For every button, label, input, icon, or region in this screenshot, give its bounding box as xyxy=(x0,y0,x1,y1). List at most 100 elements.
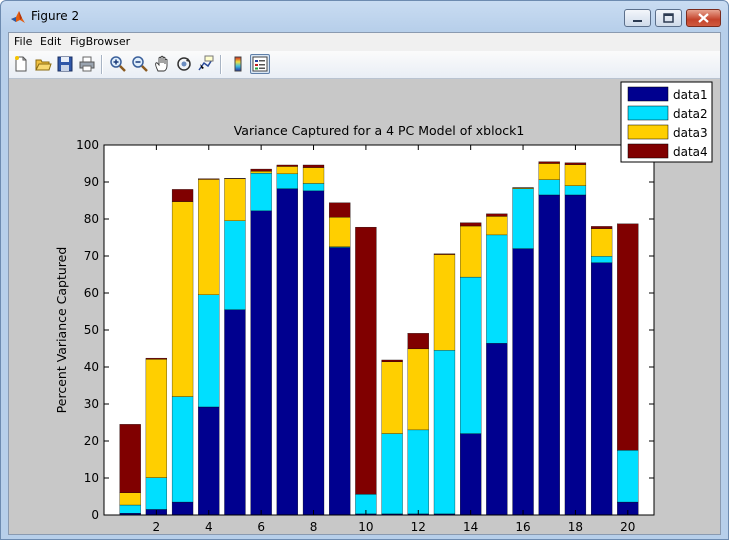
y-tick-label: 90 xyxy=(84,175,99,189)
window-title: Figure 2 xyxy=(31,9,80,23)
bar-data3-8 xyxy=(302,167,325,184)
y-tick-label: 50 xyxy=(84,323,99,337)
bar-data2-6 xyxy=(250,172,272,212)
data-cursor-icon[interactable] xyxy=(196,54,216,74)
figure-canvas: 0 10 20 30 40 50 60 70 80 90 100 2 4 6 8 10 12 14 16 18 20 Va… xyxy=(9,79,720,539)
bar-data1-14 xyxy=(460,433,482,516)
menu-edit[interactable]: Edit xyxy=(40,35,62,48)
chart-title: Variance Captured for a 4 PC Model of xb… xyxy=(234,123,525,138)
bar-data4-4 xyxy=(198,178,220,180)
bar-data2-17 xyxy=(538,179,560,196)
bar-data3-14 xyxy=(460,225,482,278)
title-bar: Figure 2 xyxy=(1,1,728,31)
bar-data4-12 xyxy=(407,333,429,350)
bar-data3-12 xyxy=(407,348,429,431)
figure-client-area: File Edit FigBrowser xyxy=(8,32,721,539)
legend-label-data1: data1 xyxy=(673,88,708,102)
bar-data1-19 xyxy=(590,262,613,516)
bar-data3-2 xyxy=(145,359,168,478)
new-figure-icon[interactable] xyxy=(11,54,31,74)
minimize-icon xyxy=(633,20,642,22)
bar-data1-8 xyxy=(302,190,325,516)
bar-data1-9 xyxy=(329,247,351,516)
rotate-3d-icon[interactable] xyxy=(174,54,194,74)
zoom-in-icon[interactable] xyxy=(108,54,128,74)
y-tick-label: 60 xyxy=(84,286,99,300)
bar-data4-9 xyxy=(329,202,351,218)
x-tick-label: 8 xyxy=(310,520,318,534)
bar-data2-19 xyxy=(590,256,613,263)
bar-data3-19 xyxy=(590,228,613,257)
bar-data2-2 xyxy=(145,477,168,510)
legend-swatch-data3 xyxy=(627,124,669,140)
minimize-button[interactable] xyxy=(624,9,651,27)
colorbar-icon[interactable] xyxy=(228,54,248,74)
bar-data3-4 xyxy=(198,179,220,296)
bar-data4-15 xyxy=(486,213,508,217)
bar-data1-18 xyxy=(564,194,587,516)
bar-data3-13 xyxy=(433,254,456,351)
legend-label-data4: data4 xyxy=(673,145,708,159)
bar-data4-14 xyxy=(460,222,482,227)
bar-data3-3 xyxy=(171,201,194,397)
bar-data4-19 xyxy=(590,226,613,229)
bar-chart: 0 10 20 30 40 50 60 70 80 90 100 2 4 6 8 10 12 14 16 18 20 Va… xyxy=(54,81,713,539)
plot-area xyxy=(104,145,654,515)
bar-data4-2 xyxy=(145,357,168,360)
bar-data3-5 xyxy=(224,178,246,221)
bar-data4-10 xyxy=(355,226,377,495)
bar-data3-9 xyxy=(329,216,351,247)
bar-data2-3 xyxy=(171,396,194,503)
y-tick-label: 20 xyxy=(84,434,99,448)
bar-data3-15 xyxy=(486,216,508,236)
maximize-button[interactable] xyxy=(655,9,682,27)
bar-data4-8 xyxy=(302,164,325,168)
bar-data2-16 xyxy=(512,188,534,249)
toolbar-separator xyxy=(220,55,222,74)
menu-file[interactable]: File xyxy=(14,35,33,48)
bar-data1-5 xyxy=(224,309,246,516)
bar-data2-4 xyxy=(198,294,220,408)
x-tick-label: 16 xyxy=(515,520,530,534)
bar-data2-11 xyxy=(381,433,403,515)
x-tick-label: 4 xyxy=(205,520,213,534)
menu-figbrowser[interactable]: FigBrowser xyxy=(70,35,131,48)
legend-swatch-data2 xyxy=(627,105,669,121)
open-file-icon[interactable] xyxy=(33,54,53,74)
bar-data2-15 xyxy=(486,234,508,344)
toolbar-separator xyxy=(101,55,103,74)
bar-data4-1 xyxy=(119,424,141,493)
bar-data1-4 xyxy=(198,406,220,516)
x-tick-label: 10 xyxy=(358,520,373,534)
zoom-out-icon[interactable] xyxy=(130,54,150,74)
bar-data3-18 xyxy=(564,164,587,186)
matlab-logo-icon xyxy=(10,9,26,25)
x-tick-label: 20 xyxy=(620,520,635,534)
x-tick-label: 14 xyxy=(463,520,478,534)
bar-data1-3 xyxy=(171,501,194,516)
bar-data4-13 xyxy=(433,253,456,255)
save-icon[interactable] xyxy=(55,54,75,74)
bar-data2-18 xyxy=(564,185,587,196)
y-tick-label: 100 xyxy=(76,138,99,152)
bar-data1-15 xyxy=(486,343,508,516)
legend-icon[interactable] xyxy=(250,54,270,74)
bar-data2-5 xyxy=(224,220,246,310)
y-tick-label: 80 xyxy=(84,212,99,226)
print-icon[interactable] xyxy=(77,54,97,74)
close-button[interactable] xyxy=(686,9,721,27)
x-tick-label: 12 xyxy=(411,520,426,534)
bar-data2-8 xyxy=(302,183,325,192)
legend-label-data3: data3 xyxy=(673,126,708,140)
legend-label-data2: data2 xyxy=(673,107,708,121)
bar-data4-18 xyxy=(564,162,587,165)
pan-icon[interactable] xyxy=(152,54,172,74)
legend-swatch-data1 xyxy=(627,86,669,102)
x-tick-label: 18 xyxy=(568,520,583,534)
legend-swatch-data4 xyxy=(627,143,669,159)
close-icon xyxy=(698,13,709,23)
bar-data3-1 xyxy=(119,492,141,506)
maximize-icon xyxy=(663,13,674,23)
y-tick-label: 70 xyxy=(84,249,99,263)
